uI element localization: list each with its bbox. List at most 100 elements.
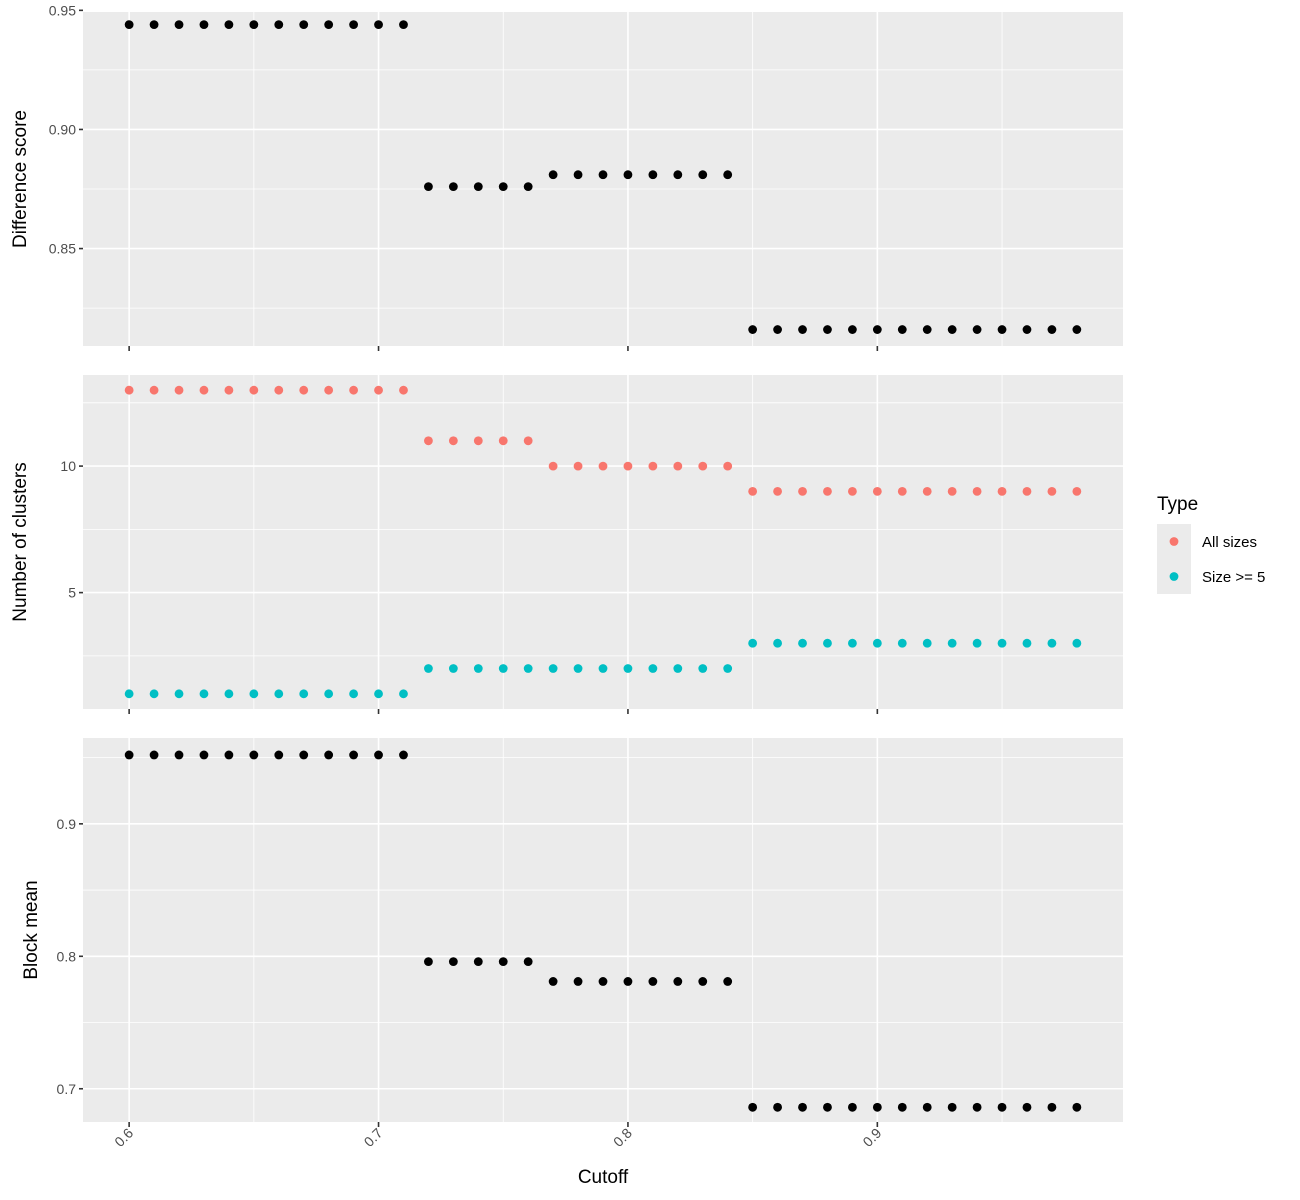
y-axis-title: Block mean (21, 880, 42, 979)
data-point (448, 664, 458, 673)
data-point (823, 638, 832, 648)
data-point (249, 20, 259, 30)
data-point (349, 689, 358, 699)
legend-entries: All sizes Size >= 5 (1157, 524, 1265, 594)
legend: Type All sizes Size >= 5 (1157, 494, 1265, 594)
data-point (224, 689, 234, 699)
data-point (872, 638, 882, 648)
data-point (922, 1102, 932, 1112)
data-point (1047, 1102, 1057, 1112)
data-point (723, 977, 733, 986)
data-point (648, 170, 658, 180)
data-point (199, 750, 209, 760)
data-point (1072, 1102, 1082, 1112)
y-tick-label: 10 (60, 458, 76, 474)
y-tick-label: 0.95 (49, 2, 76, 18)
data-point (174, 689, 184, 699)
data-point (947, 638, 957, 648)
data-point (1072, 325, 1082, 334)
data-point (498, 664, 508, 673)
data-point (174, 385, 184, 395)
data-point (448, 182, 458, 192)
data-point (473, 957, 483, 966)
data-point (673, 664, 683, 673)
legend-swatch (1169, 537, 1179, 546)
data-point (848, 638, 857, 648)
data-point (773, 325, 782, 334)
data-point (548, 664, 558, 673)
series-2 (124, 638, 1082, 699)
data-point (897, 638, 907, 648)
panel-3: 0.7 0.8 0.9 Block mean (21, 738, 1123, 1127)
data-point (424, 957, 433, 966)
x-tick-label: 0.7 (361, 1125, 386, 1150)
data-point (473, 436, 483, 446)
y-tick-label: 0.9 (57, 816, 77, 832)
data-point (199, 20, 209, 30)
data-point (149, 20, 159, 30)
data-point (149, 689, 159, 699)
data-point (897, 1102, 907, 1112)
data-point (773, 486, 782, 496)
panel-1: 0.85 0.90 0.95 Difference score (10, 2, 1123, 351)
data-point (424, 436, 433, 446)
data-point (723, 664, 733, 673)
data-point (299, 689, 309, 699)
data-point (648, 461, 658, 471)
data-point (698, 461, 708, 471)
data-point (773, 638, 782, 648)
data-point (274, 750, 284, 760)
data-point (324, 20, 334, 30)
data-point (1047, 638, 1057, 648)
data-point (947, 325, 957, 334)
data-point (324, 750, 334, 760)
data-point (997, 638, 1007, 648)
data-point (673, 170, 683, 180)
data-point (374, 20, 383, 30)
data-point (399, 750, 408, 760)
data-point (523, 957, 533, 966)
data-point (523, 436, 533, 446)
data-point (798, 1102, 807, 1112)
y-tick-label: 0.85 (49, 241, 76, 257)
data-point (374, 385, 383, 395)
data-point (374, 750, 383, 760)
panel-background (83, 738, 1123, 1122)
data-point (823, 1102, 832, 1112)
data-point (324, 385, 334, 395)
panels-layer: 0.85 0.90 0.95 Difference score 5 10 Number of… (10, 2, 1123, 1150)
series-1 (124, 385, 1082, 496)
data-point (798, 325, 807, 334)
data-point (523, 664, 533, 673)
data-point (224, 385, 234, 395)
data-point (299, 20, 309, 30)
series-1 (124, 750, 1082, 1112)
data-point (149, 750, 159, 760)
x-axis-title: Cutoff (578, 1167, 629, 1188)
data-point (399, 689, 408, 699)
data-point (848, 1102, 857, 1112)
data-point (249, 689, 259, 699)
data-point (623, 170, 633, 180)
data-point (498, 182, 508, 192)
data-point (947, 1102, 957, 1112)
y-tick-label: 0.8 (57, 948, 77, 964)
data-point (748, 1102, 758, 1112)
data-point (648, 977, 658, 986)
data-point (199, 689, 209, 699)
legend-label: Size >= 5 (1202, 569, 1265, 586)
data-point (997, 325, 1007, 334)
data-point (823, 325, 832, 334)
x-tick-label: 0.6 (111, 1125, 136, 1150)
data-point (748, 325, 758, 334)
data-point (573, 461, 583, 471)
data-point (598, 170, 608, 180)
data-point (399, 385, 408, 395)
data-point (1022, 638, 1032, 648)
data-point (623, 977, 633, 986)
y-tick-label: 5 (68, 585, 76, 601)
data-point (1072, 638, 1082, 648)
data-point (274, 385, 284, 395)
data-point (698, 977, 708, 986)
